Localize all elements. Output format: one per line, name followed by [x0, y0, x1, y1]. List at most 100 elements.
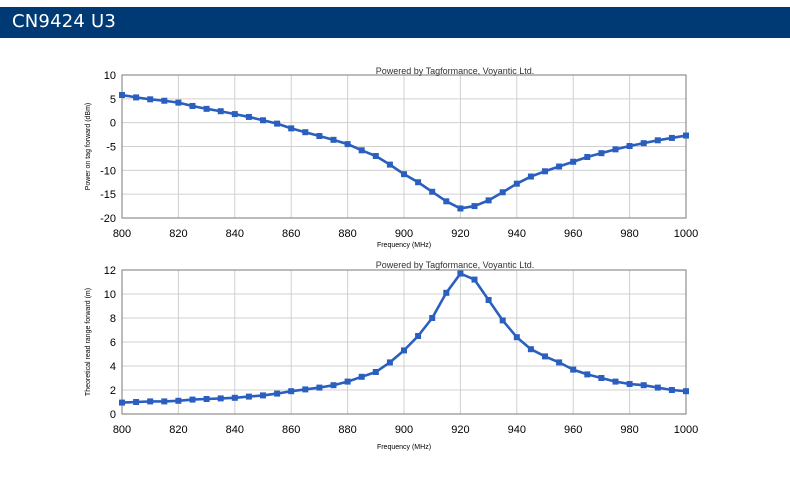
- data-point: [471, 276, 478, 283]
- data-point: [683, 132, 689, 139]
- y-tick-label: 4: [110, 361, 116, 373]
- data-point: [175, 99, 182, 106]
- data-point: [401, 171, 407, 178]
- x-axis-label: Frequency (MHz): [377, 242, 431, 249]
- plot-frame: [121, 74, 687, 219]
- data-point: [542, 168, 548, 175]
- data-point: [429, 188, 436, 195]
- x-tick-label: 900: [395, 424, 413, 436]
- data-point: [133, 94, 140, 101]
- data-point: [330, 136, 337, 143]
- x-axis-label: Frequency (MHz): [377, 444, 431, 451]
- data-point: [485, 297, 492, 303]
- data-point: [147, 96, 154, 103]
- data-point: [415, 333, 422, 339]
- data-point: [189, 396, 196, 403]
- data-point: [527, 173, 534, 180]
- data-point: [640, 140, 647, 147]
- data-point: [499, 317, 506, 324]
- data-point: [372, 369, 379, 375]
- data-point: [119, 399, 125, 406]
- y-tick-label: 10: [104, 289, 116, 301]
- data-point: [203, 105, 210, 112]
- read-range-chart: 800 820 840 860 880 900 920 940 960 980 1000121086…: [85, 260, 698, 451]
- x-tick-label: 880: [338, 424, 356, 436]
- data-point: [330, 382, 337, 389]
- data-point: [302, 386, 309, 393]
- y-tick-label: 0: [110, 409, 116, 421]
- data-point: [499, 189, 506, 196]
- data-point: [217, 108, 224, 115]
- y-tick-label: 0: [110, 118, 116, 130]
- plot-frame: [121, 269, 687, 415]
- data-point: [485, 197, 492, 204]
- data-point: [429, 315, 436, 321]
- data-point: [161, 398, 168, 405]
- page-title: CN9424 U3: [12, 11, 116, 32]
- data-point: [147, 398, 154, 405]
- data-point: [612, 378, 619, 385]
- y-tick-label: -20: [100, 213, 116, 225]
- data-point: [344, 141, 351, 148]
- y-tick-label: 12: [104, 265, 116, 277]
- data-point: [513, 180, 520, 187]
- data-point: [471, 203, 478, 210]
- data-point: [302, 129, 309, 136]
- data-point: [542, 353, 548, 360]
- y-tick-label: 8: [110, 313, 116, 325]
- data-point: [288, 125, 295, 132]
- data-point: [556, 359, 563, 366]
- y-axis-label: Theoretical read range forward (m): [85, 288, 92, 396]
- x-tick-label: 920: [451, 424, 469, 436]
- x-tick-label: 840: [226, 424, 244, 436]
- data-point: [513, 334, 520, 341]
- data-point: [386, 161, 393, 168]
- data-point: [288, 388, 295, 395]
- data-point: [260, 392, 266, 399]
- data-point: [372, 153, 379, 160]
- y-tick-label: 2: [110, 385, 116, 397]
- data-point: [316, 384, 323, 391]
- chart-watermark: Powered by Tagformance, Voyantic Ltd.: [376, 66, 534, 76]
- data-point: [570, 366, 577, 373]
- data-point: [175, 397, 182, 404]
- data-point: [401, 347, 407, 354]
- y-tick-label: 6: [110, 337, 116, 349]
- data-point: [231, 111, 238, 118]
- x-tick-label: 880: [338, 228, 356, 240]
- x-tick-label: 820: [169, 228, 187, 240]
- x-tick-label: 1000: [674, 424, 698, 436]
- data-point: [344, 378, 351, 385]
- x-tick-label: 980: [620, 424, 638, 436]
- data-point: [443, 289, 450, 296]
- data-point: [358, 147, 365, 154]
- x-tick-label: 960: [564, 228, 582, 240]
- data-point: [119, 92, 125, 99]
- data-point: [457, 205, 464, 212]
- x-tick-label: 900: [395, 228, 413, 240]
- data-point: [668, 134, 675, 141]
- data-point: [161, 97, 168, 104]
- x-tick-label: 800: [113, 424, 131, 436]
- data-point: [358, 373, 365, 380]
- data-point: [189, 102, 196, 109]
- data-point: [443, 198, 450, 205]
- y-tick-label: -15: [100, 189, 116, 201]
- data-point: [386, 359, 393, 366]
- x-tick-label: 960: [564, 424, 582, 436]
- page-header: CN9424 U3: [0, 7, 790, 38]
- x-tick-label: 980: [620, 228, 638, 240]
- data-point: [626, 143, 633, 150]
- data-point: [245, 113, 252, 120]
- data-point: [457, 270, 464, 277]
- data-point: [274, 120, 281, 127]
- data-point: [626, 381, 633, 387]
- x-tick-label: 860: [282, 228, 300, 240]
- data-point: [556, 163, 563, 170]
- y-tick-label: -5: [106, 142, 116, 154]
- x-tick-label: 860: [282, 424, 300, 436]
- x-tick-label: 920: [451, 228, 469, 240]
- data-point: [217, 395, 224, 402]
- data-point: [316, 133, 323, 140]
- x-tick-label: 840: [226, 228, 244, 240]
